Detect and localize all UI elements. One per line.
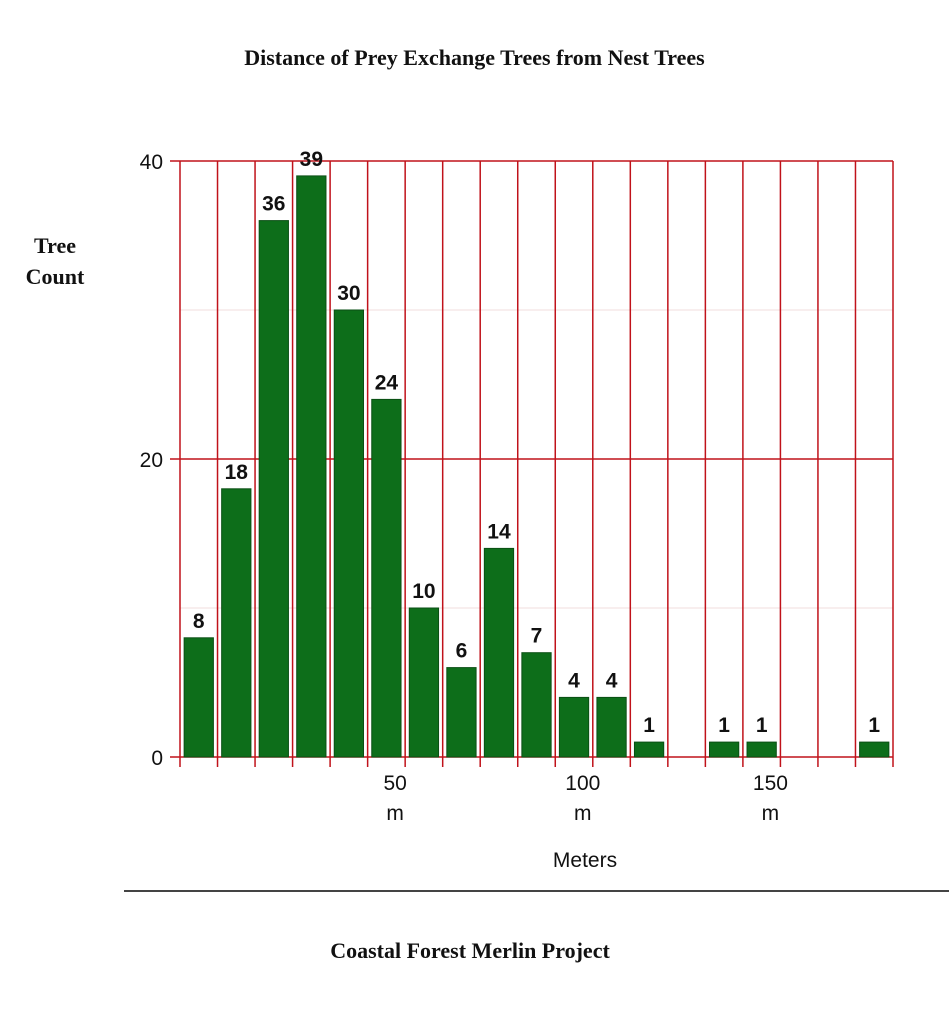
- data-label-7: 6: [456, 640, 468, 663]
- data-labels: 8 18 36 39 30 24 10 6 14 7 4 4 1 1 1 1: [193, 148, 880, 737]
- y-tick-label-1: 20: [140, 449, 163, 472]
- bar-0: [183, 637, 214, 758]
- x-axis-label: Meters: [553, 849, 617, 872]
- bar-2: [258, 220, 289, 758]
- bar-3: [296, 175, 327, 758]
- bar-15: [746, 741, 777, 758]
- data-label-15: 1: [756, 714, 768, 737]
- data-label-11: 4: [606, 669, 618, 692]
- x-tick-label-0-line-1: m: [386, 802, 404, 825]
- data-label-1: 18: [225, 461, 249, 484]
- y-tick-label-2: 40: [140, 151, 163, 174]
- bar-7: [446, 667, 477, 758]
- bar-11: [596, 696, 627, 758]
- footer-divider: [124, 890, 949, 892]
- bars: [183, 175, 890, 758]
- data-label-12: 1: [643, 714, 655, 737]
- y-axis-label-line-2: Count: [25, 264, 85, 289]
- x-tick-label-0-line-0: 50: [383, 772, 406, 795]
- x-tick-label-2-line-1: m: [762, 802, 780, 825]
- x-tick-label-2-line-0: 150: [753, 772, 788, 795]
- bar-6: [408, 607, 440, 758]
- bar-8: [483, 547, 515, 758]
- bar-9: [521, 652, 552, 758]
- data-label-8: 14: [487, 520, 511, 543]
- data-label-0: 8: [193, 610, 205, 633]
- x-tick-labels: 50 m 100 m 150 m: [383, 772, 787, 825]
- bar-14: [708, 741, 740, 758]
- y-tick-labels: 0 20 40: [140, 151, 163, 770]
- data-label-18: 1: [868, 714, 880, 737]
- data-label-14: 1: [718, 714, 730, 737]
- bar-18: [859, 741, 890, 758]
- bar-5: [371, 398, 402, 758]
- x-tick-label-1-line-0: 100: [565, 772, 600, 795]
- bar-10: [558, 696, 590, 758]
- bar-1: [221, 488, 252, 758]
- bar-4: [333, 309, 365, 758]
- y-tick-label-0: 0: [151, 747, 163, 770]
- bar-12: [633, 741, 665, 758]
- footer-text: Coastal Forest Merlin Project: [330, 938, 610, 963]
- data-label-3: 39: [300, 148, 323, 171]
- data-label-10: 4: [568, 669, 580, 692]
- data-label-2: 36: [262, 193, 285, 216]
- data-label-4: 30: [337, 282, 360, 305]
- data-label-9: 7: [531, 625, 543, 648]
- data-label-6: 10: [412, 580, 435, 603]
- y-axis-label-line-1: Tree: [34, 233, 76, 258]
- y-axis-label: Tree Count: [20, 230, 90, 292]
- x-tick-label-1-line-1: m: [574, 802, 592, 825]
- data-label-5: 24: [375, 371, 399, 394]
- grid-lines: [170, 160, 894, 767]
- chart-title: Distance of Prey Exchange Trees from Nes…: [244, 45, 705, 70]
